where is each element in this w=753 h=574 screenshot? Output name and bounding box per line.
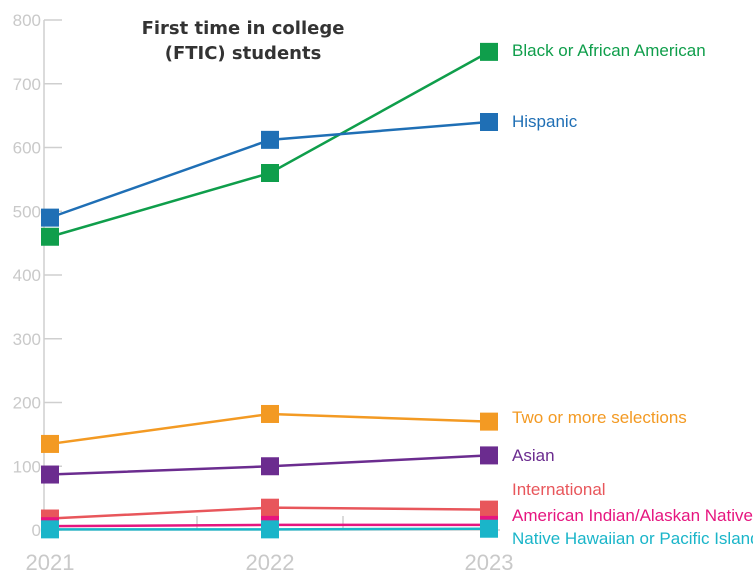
series-label: International [512,480,606,499]
series-label: American Indian/Alaskan Native [512,506,753,525]
y-tick-label: 0 [32,521,41,540]
data-point [480,519,498,538]
x-tick-label: 2023 [465,550,514,574]
data-point [261,130,279,149]
data-point [480,42,498,61]
data-point [261,457,279,476]
y-tick-label: 200 [13,394,41,413]
axes: 0 100 200 300 400 500 600 700 800 2021 2022 2023 [13,11,514,574]
data-point [261,520,279,539]
data-point [41,208,59,227]
y-tick-label: 800 [13,11,41,30]
series-labels: Black or African American Hispanic Two or … [512,41,753,548]
data-point [480,446,498,465]
data-point [480,500,498,519]
chart-title-line-2: (FTIC) students [165,43,322,64]
series-label: Black or African American [512,41,706,60]
series-label: Hispanic [512,112,578,131]
data-point [41,227,59,246]
chart-title: First time in college (FTIC) students [142,18,345,64]
x-tick-label: 2021 [26,550,75,574]
y-tick-label: 100 [13,457,41,476]
data-point [261,498,279,517]
y-tick-label: 700 [13,75,41,94]
series-markers [41,42,498,539]
y-tick-label: 400 [13,266,41,285]
x-tick-label: 2022 [246,550,295,574]
series-label: Asian [512,446,555,465]
data-point [261,164,279,182]
y-tick-label: 600 [13,139,41,158]
chart-title-line-1: First time in college [142,18,345,39]
y-tick-label: 300 [13,330,41,349]
series-label: Two or more selections [512,408,687,427]
data-point [41,465,59,484]
data-point [41,520,59,539]
data-point [41,434,59,453]
y-tick-label: 500 [13,202,41,221]
series-label: Native Hawaiian or Pacific Islander [512,529,753,548]
data-point [480,412,498,431]
data-point [480,113,498,131]
data-point [261,404,279,423]
